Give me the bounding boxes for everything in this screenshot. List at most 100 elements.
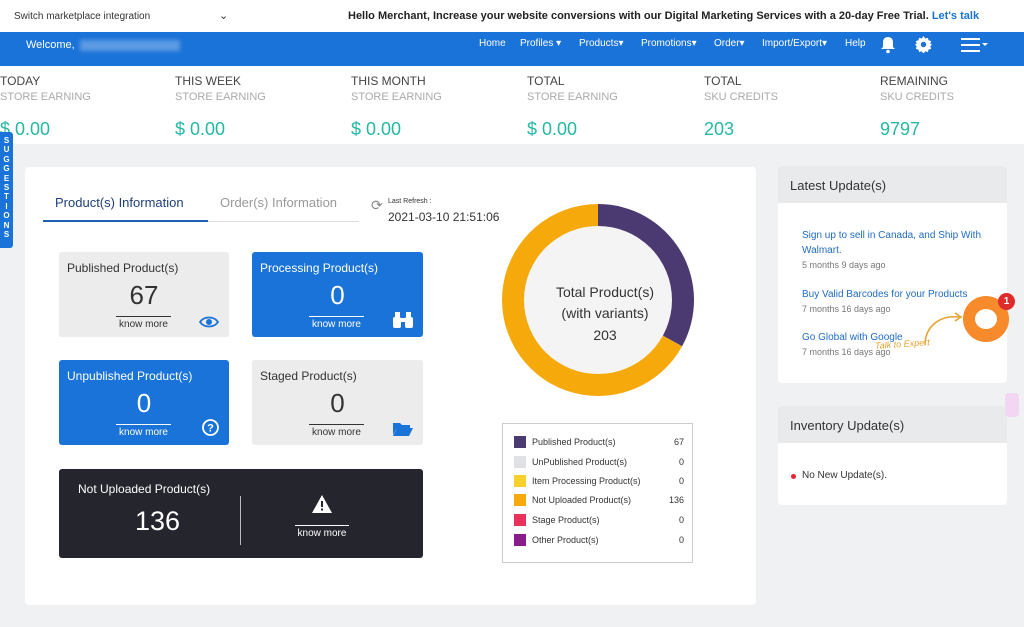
earnings-stats-row: TODAY STORE EARNING $ 0.00 THIS WEEK STO… (0, 66, 1024, 144)
active-tab-underline (43, 220, 208, 222)
legend-swatch (514, 436, 526, 448)
legend-item[interactable]: Published Product(s) 67 (514, 436, 684, 448)
know-more-link[interactable]: know more (116, 316, 171, 330)
legend-label: Item Processing Product(s) (532, 476, 641, 486)
published-products-card[interactable]: Published Product(s) 67 know more (59, 252, 229, 337)
inventory-message: No New Update(s). (802, 470, 888, 481)
folder-open-icon[interactable] (393, 421, 413, 440)
stat-remaining-sku-credits: REMAINING SKU CREDITS 9797 (880, 74, 954, 140)
panel-header: Latest Update(s) (778, 166, 1007, 203)
hamburger-menu-icon[interactable] (961, 38, 989, 56)
update-date: 7 months 16 days ago (802, 304, 891, 314)
donut-center-label: Total Product(s) (555, 284, 655, 300)
update-link[interactable]: Sign up to sell in Canada, and Ship With… (802, 230, 981, 256)
update-item: Buy Valid Barcodes for your Products 7 m… (802, 287, 1002, 314)
stat-sublabel: STORE EARNING (175, 91, 266, 103)
legend-value: 136 (668, 495, 684, 505)
card-value: 0 (330, 280, 345, 310)
nav-home[interactable]: Home (479, 38, 506, 49)
stat-sublabel: SKU CREDITS (704, 91, 778, 103)
nav-import-export[interactable]: Import/Export▾ (762, 38, 828, 49)
processing-products-card[interactable]: Processing Product(s) 0 know more (252, 252, 423, 337)
nav-help[interactable]: Help (845, 38, 866, 49)
tab-products-information[interactable]: Product(s) Information (55, 195, 184, 210)
card-value: 136 (135, 506, 181, 536)
stat-value: $ 0.00 (175, 119, 226, 139)
stat-label: TODAY (0, 74, 41, 88)
stat-sublabel: STORE EARNING (351, 91, 442, 103)
card-title: Not Uploaded Product(s) (78, 482, 211, 496)
card-divider (240, 496, 241, 545)
know-more-link[interactable]: know more (309, 424, 364, 438)
stat-value: $ 0.00 (351, 119, 402, 139)
stat-label: REMAINING (880, 74, 949, 88)
side-widget-tab[interactable] (1005, 393, 1019, 417)
card-title: Unpublished Product(s) (67, 369, 193, 383)
stat-this-month: THIS MONTH STORE EARNING $ 0.00 (351, 74, 442, 140)
panel-title: Inventory Update(s) (790, 418, 905, 433)
stat-total-sku-credits: TOTAL SKU CREDITS 203 (704, 74, 778, 140)
legend-label: Other Product(s) (532, 535, 599, 545)
legend-label: Stage Product(s) (532, 515, 600, 525)
last-refresh-time: 2021-03-10 21:51:06 (388, 210, 500, 224)
stat-value: 203 (704, 119, 735, 139)
products-donut-chart (502, 204, 694, 396)
promo-text: Hello Merchant, Increase your website co… (348, 10, 929, 22)
legend-value: 67 (673, 437, 684, 447)
stat-sublabel: STORE EARNING (527, 91, 618, 103)
know-more-link[interactable]: know more (309, 316, 364, 330)
stat-label: TOTAL (704, 74, 742, 88)
question-circle-icon[interactable]: ? (202, 419, 219, 440)
legend-item[interactable]: Item Processing Product(s) 0 (514, 475, 684, 487)
know-more-link[interactable]: know more (295, 525, 349, 539)
staged-products-card[interactable]: Staged Product(s) 0 know more (252, 360, 423, 445)
stat-today: TODAY STORE EARNING $ 0.00 (0, 74, 91, 140)
legend-item[interactable]: UnPublished Product(s) 0 (514, 456, 684, 468)
card-title: Staged Product(s) (260, 369, 357, 383)
legend-item[interactable]: Other Product(s) 0 (514, 534, 684, 546)
update-link[interactable]: Go Global with Google (802, 332, 903, 343)
nav-products[interactable]: Products▾ (579, 38, 624, 49)
panel-title: Latest Update(s) (790, 178, 887, 193)
donut-center-value: 203 (593, 327, 617, 343)
bell-icon[interactable] (880, 36, 896, 58)
nav-profiles[interactable]: Profiles ▾ (520, 38, 562, 49)
stat-label: TOTAL (527, 74, 565, 88)
stat-total-earning: TOTAL STORE EARNING $ 0.00 (527, 74, 618, 140)
update-item: Go Global with Google 7 months 16 days a… (802, 330, 1002, 357)
legend-label: UnPublished Product(s) (532, 457, 628, 467)
nav-order[interactable]: Order▾ (714, 38, 745, 49)
legend-item[interactable]: Not Uploaded Product(s) 136 (514, 494, 684, 506)
chevron-down-icon[interactable]: ⌄ (219, 10, 229, 22)
legend-label: Published Product(s) (532, 437, 616, 447)
warning-icon[interactable] (312, 495, 332, 518)
legend-swatch (514, 534, 526, 546)
refresh-icon[interactable]: ⟳ (371, 197, 383, 213)
unpublished-products-card[interactable]: Unpublished Product(s) 0 know more ? (59, 360, 229, 445)
curved-arrow-icon (924, 312, 963, 346)
marketplace-switch-label[interactable]: Switch marketplace integration (14, 11, 151, 22)
gear-icon[interactable] (915, 36, 932, 57)
legend-value: 0 (678, 476, 684, 486)
nav-promotions[interactable]: Promotions▾ (641, 38, 697, 49)
know-more-link[interactable]: know more (116, 424, 171, 438)
lets-talk-link[interactable]: Let's talk (931, 10, 980, 22)
binoculars-icon[interactable] (393, 312, 413, 332)
legend-swatch (514, 456, 526, 468)
legend-item[interactable]: Stage Product(s) 0 (514, 514, 684, 526)
legend-swatch (514, 514, 526, 526)
chat-badge: 1 (998, 293, 1015, 310)
tab-orders-information[interactable]: Order(s) Information (220, 195, 338, 210)
legend-swatch (514, 475, 526, 487)
eye-icon[interactable] (198, 315, 220, 332)
user-name-blurred (80, 40, 180, 51)
chart-legend: Published Product(s) 67 UnPublished Produ… (502, 423, 693, 563)
last-refresh-label: Last Refresh : (388, 198, 432, 205)
card-value: 0 (136, 388, 152, 418)
legend-value: 0 (678, 515, 684, 525)
update-link[interactable]: Buy Valid Barcodes for your Products (802, 289, 968, 300)
not-uploaded-products-card[interactable]: Not Uploaded Product(s) 136 know more (59, 469, 423, 558)
main-nav: Welcome, Home Profiles ▾ Products▾ Promo… (0, 32, 1024, 66)
chat-bubble-icon (975, 309, 997, 329)
